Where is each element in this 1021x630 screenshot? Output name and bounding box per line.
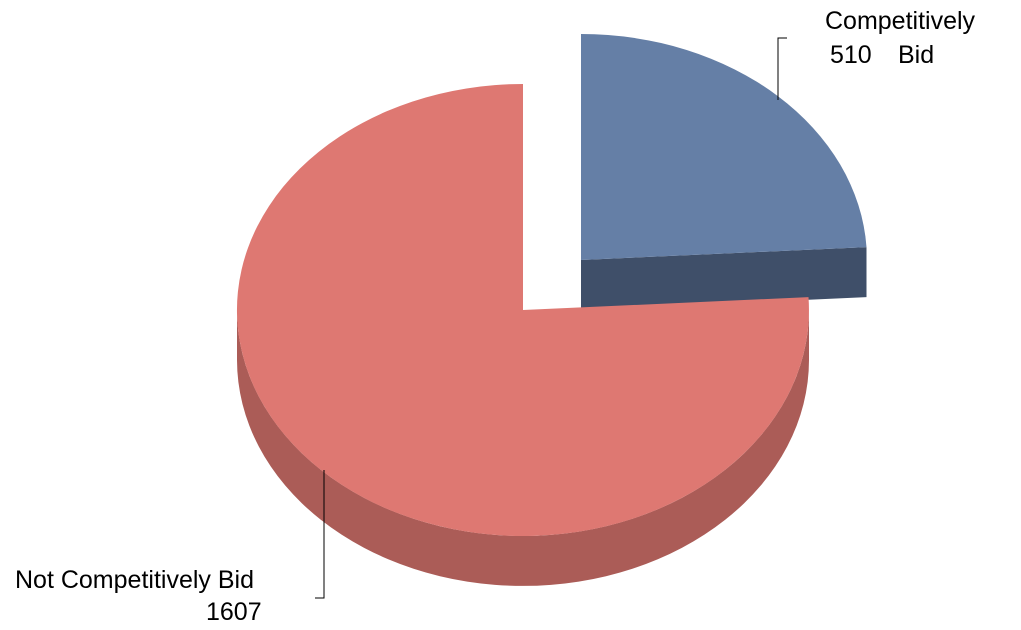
label-competitively-bid-line1: Competitively bbox=[825, 7, 976, 35]
slice-not-competitively-bid-side bbox=[237, 310, 809, 586]
value-label-not-competitively-bid: 1607 bbox=[206, 598, 262, 626]
leader-line-competitively-bid bbox=[777, 37, 787, 100]
slice-competitively-bid-side bbox=[581, 247, 867, 310]
value-label-competitively-bid: 510 bbox=[830, 41, 872, 69]
slice-not-competitively-bid bbox=[236, 83, 809, 536]
slice-competitively-bid bbox=[581, 34, 867, 260]
label-not-competitively-bid: Not Competitively Bid bbox=[15, 566, 254, 594]
leader-line-not-competitively-bid bbox=[315, 470, 325, 599]
label-competitively-bid-line2: Bid bbox=[898, 41, 934, 69]
